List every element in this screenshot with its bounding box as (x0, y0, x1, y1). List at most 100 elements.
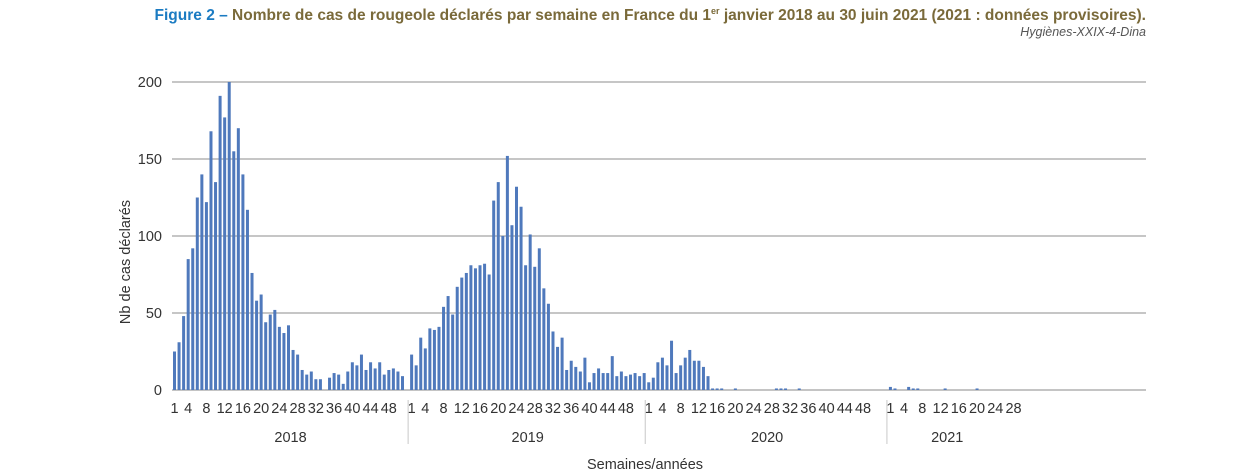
x-tick-label: 36 (563, 401, 579, 417)
bar-2021-w5 (907, 386, 911, 390)
bar-2019-w41 (592, 373, 596, 390)
bar-2019-w23 (510, 225, 514, 390)
x-tick-label: 8 (202, 401, 210, 417)
bar-2019-w52 (642, 373, 646, 390)
bar-2020-w30 (779, 388, 783, 390)
bar-2018-w33 (318, 379, 322, 390)
x-tick-label: 48 (381, 401, 397, 417)
bar-2018-w38 (341, 383, 345, 390)
bar-2018-w5 (191, 248, 195, 390)
figure-label: Figure 2 – (154, 7, 228, 25)
bar-2018-w23 (273, 309, 277, 390)
bar-2019-w30 (542, 288, 546, 390)
bar-2019-w26 (524, 265, 528, 390)
x-tick-label: 36 (800, 401, 816, 417)
bar-2020-w4 (660, 357, 664, 390)
bar-2020-w5 (665, 365, 669, 390)
year-label-2020: 2020 (751, 430, 783, 446)
bar-2018-w22 (268, 314, 272, 390)
bar-2020-w8 (679, 365, 683, 390)
bar-2020-w6 (670, 340, 674, 390)
bar-2019-w44 (606, 373, 610, 390)
bar-2018-w1 (173, 351, 176, 390)
x-tick-label: 20 (727, 401, 743, 417)
x-tick-label: 40 (819, 401, 835, 417)
bar-2020-w3 (656, 362, 660, 390)
bar-2018-w45 (373, 368, 377, 390)
year-label-2019: 2019 (512, 430, 544, 446)
x-tick-label: 28 (764, 401, 780, 417)
bar-2019-w16 (478, 265, 482, 390)
bar-2020-w10 (688, 349, 692, 390)
x-tick-label: 12 (454, 401, 470, 417)
bar-2019-w31 (546, 303, 550, 390)
bar-2019-w13 (464, 272, 468, 390)
bar-2020-w2 (651, 377, 655, 390)
bars (173, 82, 979, 391)
x-tick-label: 1 (170, 401, 178, 417)
bar-2020-w34 (797, 388, 801, 390)
y-tick-label: 100 (138, 229, 162, 245)
bar-2019-w36 (569, 360, 573, 390)
bar-2019-w1 (410, 354, 414, 390)
bar-2019-w37 (574, 366, 578, 390)
x-tick-label: 12 (691, 401, 707, 417)
bar-2019-w20 (496, 182, 500, 390)
bar-2021-w13 (943, 388, 947, 390)
bar-2018-w19 (255, 300, 259, 390)
bar-2020-w1 (647, 382, 651, 390)
bar-2019-w48 (624, 376, 628, 390)
bar-2018-w6 (195, 197, 199, 390)
bar-2018-w21 (264, 322, 268, 390)
title-superscript: er (711, 6, 720, 16)
x-tick-label: 32 (308, 401, 324, 417)
x-tick-label: 36 (326, 401, 342, 417)
bar-2018-w44 (369, 362, 373, 390)
bar-2020-w16 (715, 388, 719, 390)
bar-2019-w39 (583, 357, 587, 390)
x-tick-label: 1 (886, 401, 894, 417)
x-tick-label: 32 (545, 401, 561, 417)
bar-2018-w35 (328, 377, 332, 390)
bar-2021-w2 (893, 388, 897, 390)
x-tick-label: 40 (344, 401, 360, 417)
x-tick-label: 24 (746, 401, 762, 417)
bar-2021-w7 (916, 388, 920, 390)
bar-2019-w29 (537, 248, 541, 390)
bar-2019-w8 (442, 306, 446, 390)
bar-2019-w51 (638, 376, 642, 390)
bar-2018-w46 (378, 362, 382, 390)
x-tick-label: 40 (581, 401, 597, 417)
bar-2018-w43 (364, 369, 368, 390)
x-tick-label: 4 (421, 401, 429, 417)
bar-2020-w29 (774, 388, 778, 390)
bar-2019-w21 (501, 236, 505, 390)
bar-2018-w14 (232, 151, 236, 390)
x-tick-label: 44 (363, 401, 379, 417)
x-tick-label: 48 (618, 401, 634, 417)
figure-credit: Hygiènes-XXIX-4-Dina (1020, 25, 1146, 39)
bar-2018-w27 (291, 349, 295, 390)
x-tick-label: 28 (290, 401, 306, 417)
bar-2019-w40 (587, 382, 591, 390)
y-tick-label: 0 (154, 383, 162, 399)
x-tick-label: 16 (472, 401, 488, 417)
bar-2018-w10 (214, 182, 218, 390)
bar-2019-w49 (629, 374, 632, 390)
bar-2019-w33 (556, 346, 560, 390)
bar-2018-w20 (259, 294, 263, 390)
year-label-2018: 2018 (274, 430, 306, 446)
x-tick-label: 16 (709, 401, 725, 417)
y-tick-label: 200 (138, 75, 162, 91)
bar-2019-w28 (533, 266, 537, 390)
grid-lines (172, 81, 1146, 391)
bar-2018-w32 (314, 379, 318, 390)
x-tick-label: 32 (782, 401, 798, 417)
x-tick-label: 8 (677, 401, 685, 417)
bar-2018-w31 (309, 371, 313, 390)
bar-2018-w15 (236, 128, 240, 390)
bar-2018-w25 (282, 333, 286, 390)
bar-2021-w1 (888, 386, 892, 390)
bar-2020-w9 (683, 357, 687, 390)
